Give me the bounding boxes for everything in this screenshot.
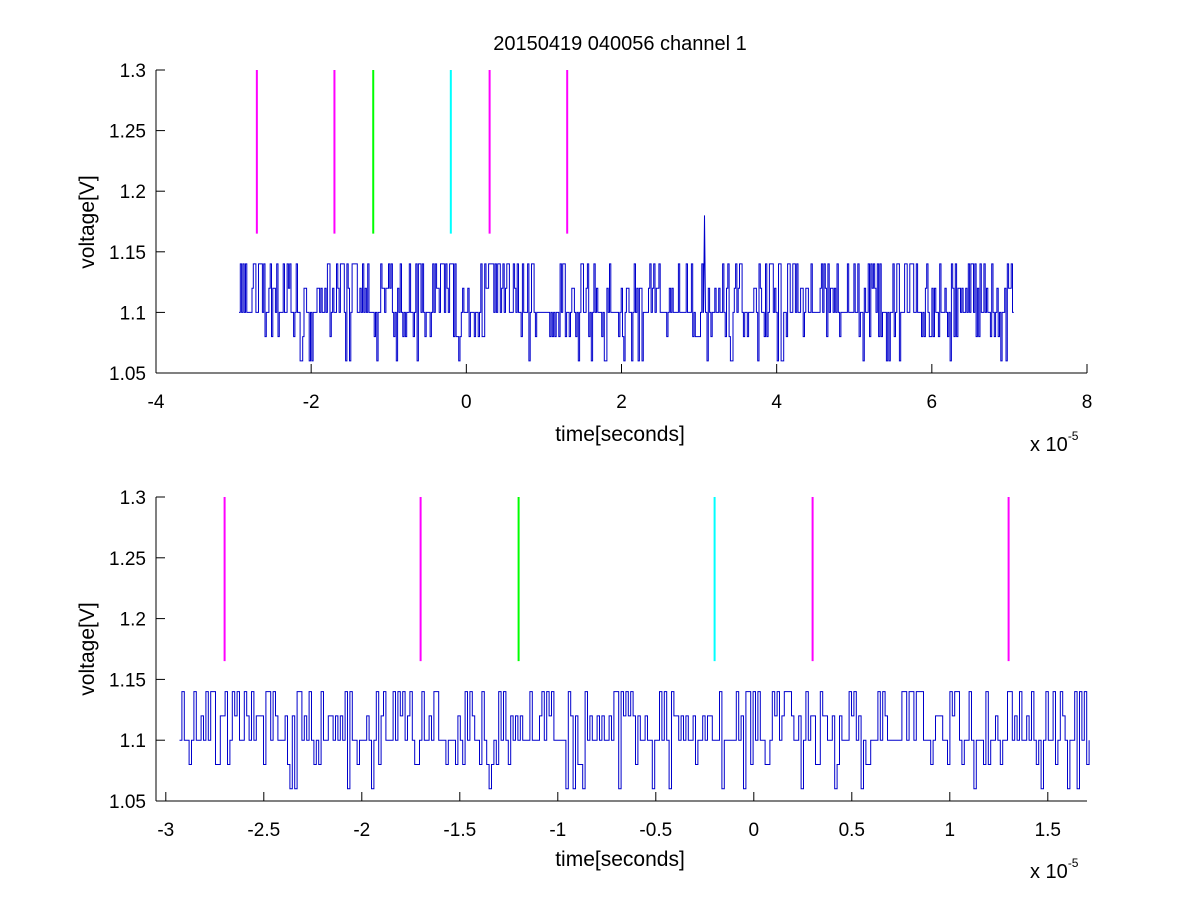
y-tick-label: 1.25	[109, 122, 146, 143]
y-tick-label: 1.25	[109, 549, 146, 570]
multiplier-base: x 10	[1030, 434, 1068, 456]
x-tick-label: -2.5	[247, 820, 280, 841]
y-tick-label: 1.1	[120, 731, 146, 752]
x-tick-label: -1.5	[443, 820, 476, 841]
y-axis-label: voltage[V]	[76, 175, 99, 268]
x-tick-label: 8	[1082, 392, 1093, 413]
multiplier-exponent: -5	[1068, 429, 1079, 443]
y-tick-label: 1.15	[109, 243, 146, 264]
subplot-bottom: -3 -2.5 -2 -1.5 -1 -0.5 0 0.5 1 1.5 1.05 1.1 1.15 1.2…	[76, 488, 1090, 883]
x-tick-label: 0	[461, 392, 472, 413]
x-tick-label: 0	[749, 820, 760, 841]
x-tick-label: -2	[303, 392, 320, 413]
x-axis-label: time[seconds]	[555, 848, 685, 871]
plot-area	[179, 497, 1090, 790]
chart-title: 20150419 040056 channel 1	[493, 33, 747, 55]
signal-trace	[239, 215, 1014, 362]
subplot-top: 20150419 040056 channel 1 -4 -2 0 2 4 6 8 1.05 1…	[76, 33, 1092, 456]
axes: -4 -2 0 2 4 6 8 1.05 1.1 1.15 1.2 1.25 1.3	[109, 61, 1092, 413]
x-tick-label: -2	[353, 820, 370, 841]
y-tick-label: 1.05	[109, 792, 146, 813]
y-tick-label: 1.2	[120, 182, 146, 203]
x-tick-label: 1	[945, 820, 956, 841]
y-axis-label: voltage[V]	[76, 602, 99, 695]
x-tick-label: 4	[771, 392, 782, 413]
x-axis-label: time[seconds]	[555, 423, 685, 446]
axes: -3 -2.5 -2 -1.5 -1 -0.5 0 0.5 1 1.5 1.05 1.1 1.15 1.2…	[109, 488, 1087, 841]
y-tick-label: 1.2	[120, 610, 146, 631]
x-tick-label: -4	[148, 392, 165, 413]
x-tick-label: 6	[927, 392, 938, 413]
y-tick-label: 1.3	[120, 61, 146, 82]
plot-area	[239, 70, 1014, 362]
x-axis-multiplier: x 10-5	[1030, 856, 1079, 883]
multiplier-base: x 10	[1030, 861, 1068, 883]
y-tick-label: 1.15	[109, 670, 146, 691]
x-tick-label: -1	[549, 820, 566, 841]
x-tick-label: 2	[616, 392, 627, 413]
x-tick-label: 0.5	[839, 820, 865, 841]
y-tick-label: 1.3	[120, 488, 146, 509]
signal-trace	[179, 691, 1090, 790]
y-tick-label: 1.1	[120, 303, 146, 324]
x-axis-multiplier: x 10-5	[1030, 429, 1079, 456]
x-tick-label: -3	[157, 820, 174, 841]
x-tick-label: -0.5	[639, 820, 672, 841]
y-tick-label: 1.05	[109, 364, 146, 385]
multiplier-exponent: -5	[1068, 856, 1079, 870]
x-tick-label: 1.5	[1035, 820, 1061, 841]
